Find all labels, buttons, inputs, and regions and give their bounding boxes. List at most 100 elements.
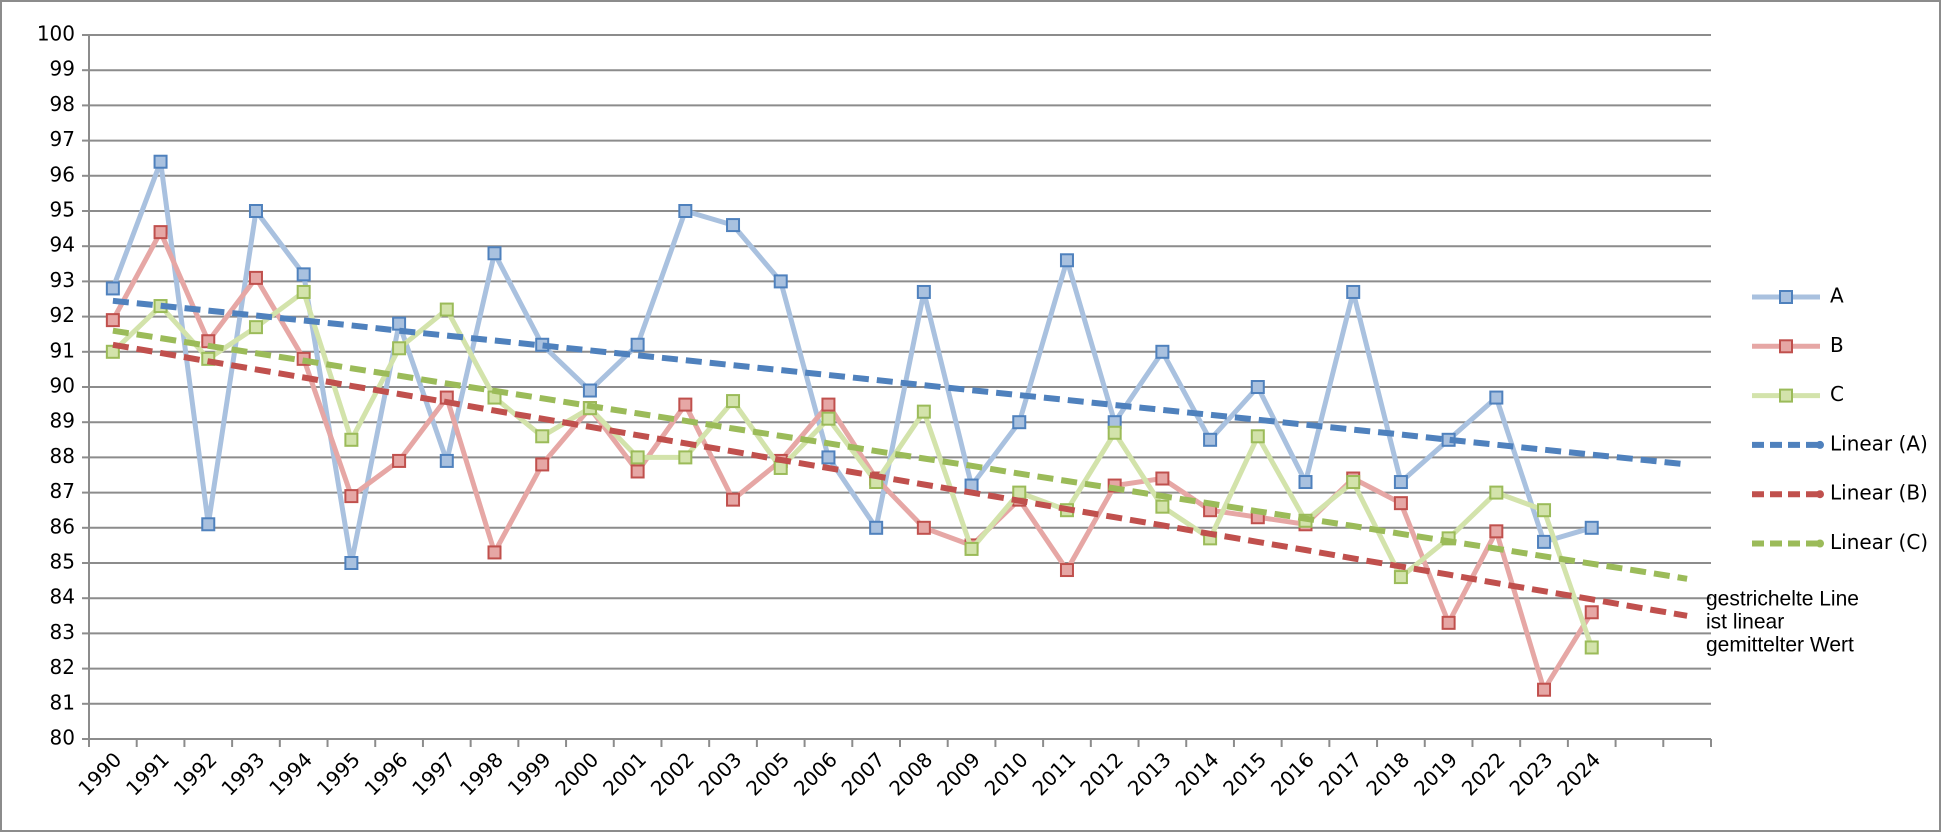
point-marker (344, 556, 359, 570)
y-tick-label: 90 (50, 374, 75, 398)
y-tick-label: 83 (50, 620, 75, 644)
y-tick-label: 96 (50, 162, 75, 186)
y-tick-label: 89 (50, 409, 75, 433)
point-marker (773, 274, 788, 289)
point-marker (1584, 605, 1599, 620)
point-marker (201, 517, 216, 532)
point-marker (392, 453, 407, 468)
y-tick-label: 87 (50, 479, 75, 503)
legend-label: C (1830, 382, 1844, 406)
legend-marker (1779, 339, 1793, 354)
point-marker (1393, 496, 1408, 511)
legend-marker (1779, 290, 1793, 304)
series-line (110, 159, 1593, 566)
point-marker (726, 218, 741, 233)
y-tick-label: 99 (50, 57, 75, 81)
point-marker (821, 411, 836, 426)
y-tick-label: 81 (50, 690, 75, 714)
annotation: gestrichelte Line (1706, 588, 1859, 611)
legend-label: Linear (B) (1830, 481, 1928, 505)
point-marker (1489, 485, 1504, 500)
y-tick-label: 82 (50, 655, 75, 679)
point-marker (1346, 284, 1361, 299)
point-marker (153, 225, 168, 240)
point-marker (392, 316, 407, 331)
legend-marker (1816, 440, 1824, 449)
point-marker (105, 281, 120, 296)
point-marker (1393, 570, 1408, 585)
point-marker (821, 397, 836, 412)
point-marker (1155, 471, 1170, 486)
series-line (111, 289, 1595, 649)
point-marker (1489, 390, 1504, 405)
point-marker (582, 383, 597, 398)
trend-line (112, 341, 1688, 619)
point-marker (630, 337, 645, 352)
point-marker (344, 432, 359, 447)
y-tick-label: 98 (50, 92, 75, 116)
point-marker (678, 204, 693, 218)
trend-line (112, 327, 1688, 582)
point-marker (1298, 475, 1313, 490)
point-marker (439, 453, 454, 468)
annotation: gemittelter Wert (1706, 634, 1854, 657)
point-marker (439, 302, 454, 317)
legend-label: Linear (A) (1830, 431, 1928, 455)
y-tick-label: 94 (50, 233, 75, 257)
point-marker (726, 492, 741, 507)
y-tick-label: 80 (50, 726, 75, 750)
legend-label: B (1830, 333, 1844, 357)
point-marker (1059, 253, 1074, 268)
y-tick-label: 100 (37, 22, 75, 46)
point-marker (1155, 344, 1170, 359)
y-tick-label: 85 (50, 550, 75, 574)
point-marker (535, 429, 550, 444)
point-marker (487, 545, 502, 560)
point-marker (1584, 640, 1599, 655)
point-marker (964, 541, 979, 556)
point-marker (916, 284, 931, 299)
point-marker (869, 520, 884, 535)
point-marker (1393, 475, 1408, 490)
point-marker (1250, 429, 1265, 444)
point-marker (248, 270, 263, 285)
point-marker (821, 450, 836, 465)
point-marker (726, 394, 741, 409)
point-marker (1012, 485, 1027, 500)
point-marker (1012, 415, 1027, 430)
point-marker (916, 404, 931, 419)
y-tick-label: 97 (50, 127, 75, 151)
point-marker (296, 284, 311, 299)
point-marker (1441, 615, 1456, 630)
point-marker (1537, 534, 1552, 549)
y-tick-label: 93 (50, 268, 75, 292)
legend-label: Linear (C) (1830, 530, 1928, 554)
point-marker (487, 246, 502, 261)
point-marker (248, 320, 263, 335)
point-marker (1537, 682, 1552, 697)
legend-marker (1816, 490, 1824, 499)
point-marker (1537, 503, 1552, 518)
legend-marker (1779, 388, 1793, 403)
point-marker (678, 450, 693, 465)
point-marker (1584, 520, 1599, 535)
y-tick-label: 88 (50, 444, 75, 468)
point-marker (1155, 499, 1170, 514)
point-marker (296, 267, 311, 282)
point-marker (153, 154, 168, 169)
point-marker (1059, 563, 1074, 578)
point-marker (630, 450, 645, 465)
point-marker (392, 341, 407, 356)
point-marker (535, 457, 550, 472)
point-marker (248, 204, 263, 218)
point-marker (1489, 524, 1504, 539)
point-marker (1250, 380, 1265, 394)
annotation: ist linear (1706, 611, 1784, 634)
point-marker (344, 489, 359, 504)
point-marker (1107, 425, 1122, 440)
point-marker (1346, 475, 1361, 490)
point-marker (773, 460, 788, 475)
